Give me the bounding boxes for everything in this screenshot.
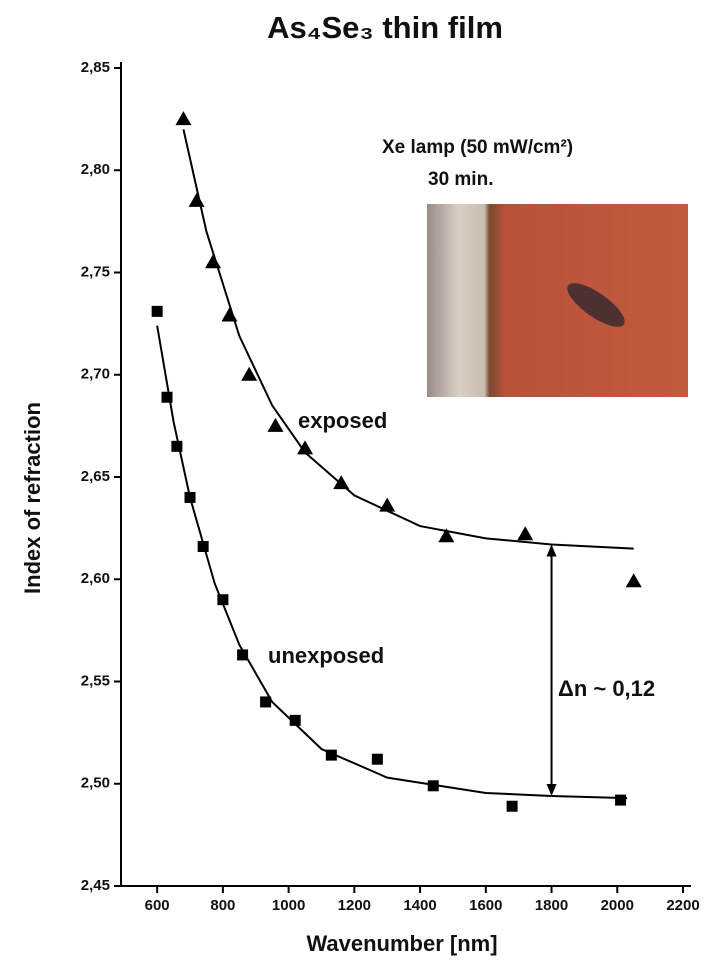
- y-tick-label: 2,65: [81, 468, 110, 485]
- annotation: 30 min.: [428, 169, 493, 190]
- triangle-point: [379, 498, 395, 512]
- y-axis-label: Index of refraction: [20, 402, 45, 594]
- y-tick-label: 2,80: [81, 161, 110, 178]
- x-axis-label: Wavenumber [nm]: [306, 931, 497, 956]
- square-point: [372, 754, 383, 765]
- y-tick-label: 2,50: [81, 775, 110, 792]
- chart-title: As₄Se₃ thin film: [267, 10, 503, 45]
- arrow-head: [547, 544, 557, 556]
- triangle-point: [175, 111, 191, 125]
- triangle-point: [517, 526, 533, 540]
- x-tick-label: 600: [145, 897, 170, 914]
- triangle-point: [205, 254, 221, 268]
- square-point: [507, 801, 518, 812]
- y-tick-label: 2,45: [81, 877, 110, 894]
- x-tick-label: 1600: [469, 897, 502, 914]
- chart: As₄Se₃ thin film Wavenumber [nm] Index o…: [0, 0, 712, 973]
- x-tick-label: 800: [210, 897, 235, 914]
- triangle-point: [626, 573, 642, 587]
- triangle-point: [333, 475, 349, 489]
- x-tick-label: 1800: [535, 897, 568, 914]
- annotation: Δn ~ 0,12: [558, 676, 655, 701]
- x-tick-label: 2000: [601, 897, 634, 914]
- x-tick-label: 1000: [272, 897, 305, 914]
- annotation: Xe lamp (50 mW/cm²): [382, 137, 573, 158]
- triangle-point: [189, 193, 205, 207]
- x-tick-label: 1400: [403, 897, 436, 914]
- triangle-point: [267, 418, 283, 432]
- square-point: [152, 306, 163, 317]
- square-point: [615, 795, 626, 806]
- y-tick-label: 2,60: [81, 570, 110, 587]
- photo-inset: [427, 204, 688, 397]
- y-tick-label: 2,55: [81, 672, 110, 689]
- arrow-head: [547, 784, 557, 796]
- x-tick-label: 1200: [338, 897, 371, 914]
- y-tick-label: 2,85: [81, 59, 110, 76]
- y-tick-label: 2,75: [81, 263, 110, 280]
- y-tick-label: 2,70: [81, 366, 110, 383]
- x-tick-label: 2200: [666, 897, 699, 914]
- annotation: unexposed: [268, 643, 384, 668]
- annotation: exposed: [298, 408, 387, 433]
